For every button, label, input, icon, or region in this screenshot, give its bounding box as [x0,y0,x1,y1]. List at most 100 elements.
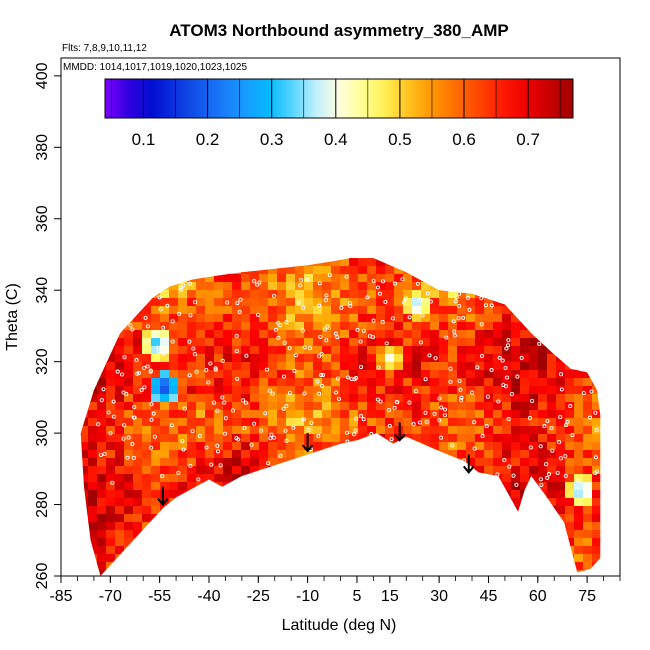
heatmap-cell [565,66,575,75]
heatmap-cell [385,162,395,171]
heatmap-cell [601,418,611,427]
heatmap-cell [304,346,314,355]
heatmap-cell [286,498,296,507]
heatmap-cell [106,378,116,387]
heatmap-cell [484,138,494,147]
heatmap-cell [502,282,512,291]
heatmap-cell [403,386,413,395]
observation-point [142,385,147,390]
heatmap-cell [592,258,601,267]
heatmap-cell [412,354,422,363]
heatmap-cell [178,202,188,211]
heatmap-cell [304,490,314,499]
heatmap-cell [430,554,440,563]
heatmap-cell [80,274,89,283]
heatmap-cell [610,234,620,243]
heatmap-cell [502,66,512,75]
heatmap-cell [232,282,242,291]
heatmap-cell [358,226,368,235]
observation-point [291,425,296,430]
heatmap-cell [520,418,530,427]
heatmap-cell [223,306,233,315]
heatmap-cell [277,402,287,411]
heatmap-cell [313,506,323,515]
heatmap-cell [466,282,476,291]
heatmap-cell [232,130,242,139]
heatmap-cell [259,58,269,67]
heatmap-cell [403,162,413,171]
heatmap-cell [277,210,287,219]
heatmap-cell [277,546,287,555]
heatmap-cell [97,402,107,411]
heatmap-cell [268,242,278,251]
heatmap-cell [538,434,548,443]
heatmap-cell [80,434,89,443]
heatmap-cell [394,266,404,275]
heatmap-cell [196,338,206,347]
heatmap-cell [331,562,341,571]
heatmap-cell [394,466,404,475]
heatmap-cell [610,258,620,267]
heatmap-cell [430,282,440,291]
heatmap-cell [547,466,557,475]
heatmap-cell [493,554,503,563]
heatmap-cell [340,370,350,379]
heatmap-cell [250,130,260,139]
heatmap-cell [88,362,98,371]
heatmap-cell [358,402,368,411]
heatmap-cell [340,242,350,251]
heatmap-cell [466,170,476,179]
observation-point [130,327,135,332]
heatmap-cell [493,538,503,547]
heatmap-cell [205,562,215,571]
heatmap-cell [538,58,548,67]
heatmap-cell [520,178,530,187]
heatmap-cell [80,514,89,523]
observation-point [158,307,163,312]
heatmap-cell [430,370,440,379]
heatmap-cell [412,402,422,411]
observation-point [270,391,275,396]
heatmap-cell [115,474,125,483]
heatmap-cell [340,210,350,219]
heatmap-cell [250,490,260,499]
heatmap-cell [277,554,287,563]
heatmap-cell [457,546,467,555]
heatmap-cell [592,274,601,283]
heatmap-cell [169,218,179,227]
observation-point [545,475,550,480]
heatmap-cell [79,114,89,123]
heatmap-cell [592,538,601,547]
heatmap-cell [250,554,260,563]
heatmap-cell [358,186,368,195]
heatmap-cell [466,322,476,331]
heatmap-cell [547,298,557,307]
heatmap-cell [196,314,206,323]
heatmap-cell [601,354,611,363]
heatmap-cell [88,186,98,195]
heatmap-cell [358,306,368,315]
heatmap-cell [520,330,530,339]
heatmap-cell [133,170,143,179]
heatmap-cell [97,170,107,179]
heatmap-cell [556,66,566,75]
heatmap-cell [583,466,593,475]
heatmap-cell [142,202,152,211]
heatmap-cell [439,154,449,163]
heatmap-cell [61,314,71,323]
heatmap-cell [466,258,476,267]
heatmap-cell [268,194,278,203]
heatmap-cell [124,346,134,355]
heatmap-cell [277,450,287,459]
heatmap-cell [448,378,458,387]
heatmap-cell [169,346,179,355]
heatmap-cell [403,330,413,339]
heatmap-cell [502,194,512,203]
heatmap-cell [448,442,458,451]
heatmap-cell [520,346,530,355]
observation-point [355,327,360,333]
heatmap-cell [313,234,323,243]
observation-point [320,373,325,378]
heatmap-cell [313,386,323,395]
heatmap-cell [79,170,89,179]
